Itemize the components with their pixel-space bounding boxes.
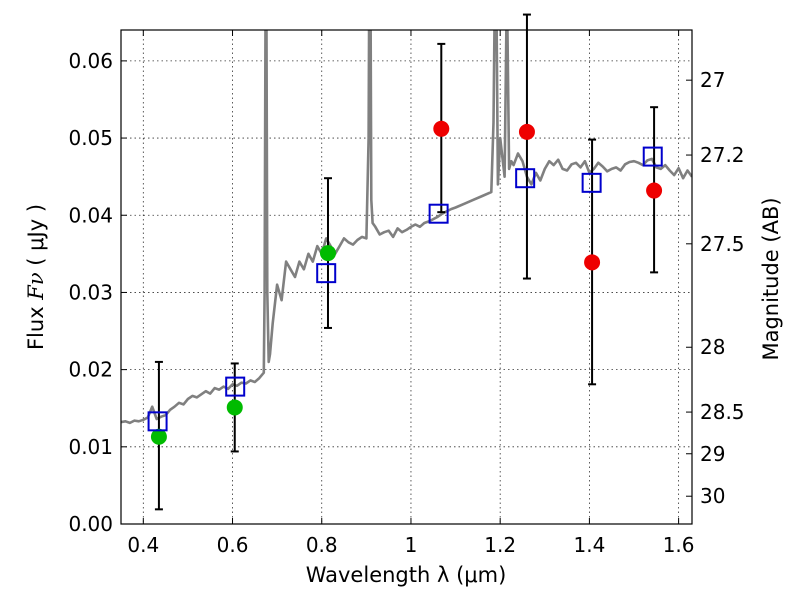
y-tick-label: 0.03 <box>68 280 113 304</box>
y-tick-label: 0.01 <box>68 435 113 459</box>
model-square-marker <box>642 146 663 167</box>
y-tick-label: 0.02 <box>68 358 113 382</box>
errorbar-layer <box>147 13 663 511</box>
data-point <box>646 182 663 199</box>
data-point <box>518 123 535 140</box>
data-point <box>226 399 243 416</box>
y2-tick-label: 30 <box>700 484 725 508</box>
y2-tick-label: 27.2 <box>700 143 745 167</box>
grid-layer <box>121 30 692 525</box>
x-tick-label: 1 <box>405 533 418 557</box>
y-tick-label: 0.00 <box>68 512 113 536</box>
y2-tick-label: 27.5 <box>700 232 745 256</box>
plot-frame <box>120 29 693 525</box>
y-axis-label: Flux Fν ( μJy ) <box>24 204 48 350</box>
x-axis-label: Wavelength λ (μm) <box>306 563 507 587</box>
data-point <box>433 120 450 137</box>
y2-tick-label: 29 <box>700 442 725 466</box>
model-square-marker <box>515 168 536 189</box>
x-tick-label: 1.2 <box>484 533 516 557</box>
y2-axis-label: Magnitude (AB) <box>759 197 783 360</box>
y-tick-label: 0.05 <box>68 126 113 150</box>
y2-tick-label: 27 <box>700 68 725 92</box>
y-axis-label-symbol: Fν <box>24 272 48 301</box>
y2-tick-label: 28.5 <box>700 400 745 424</box>
data-layer <box>121 30 692 425</box>
tick-layer: 0.4 0.6 0.8 1 1.2 1.4 1.6 0.00 0.01 0.02 0.03 0.04 0… <box>68 30 745 557</box>
data-point <box>319 245 336 262</box>
y2-tick-label: 28 <box>700 335 725 359</box>
model-square-marker <box>581 172 602 193</box>
data-point <box>584 254 601 271</box>
spectrum-line <box>121 30 692 425</box>
model-square-marker <box>316 263 337 284</box>
model-square-marker <box>428 203 449 224</box>
x-tick-label: 1.4 <box>573 533 605 557</box>
x-tick-label: 0.4 <box>127 533 159 557</box>
y-axis-label-prefix: Flux <box>24 300 48 350</box>
model-square-marker <box>225 376 246 397</box>
x-tick-label: 0.6 <box>217 533 249 557</box>
model-square-marker <box>147 411 168 432</box>
x-tick-label: 0.8 <box>306 533 338 557</box>
x-tick-label: 1.6 <box>663 533 695 557</box>
y-tick-label: 0.04 <box>68 203 113 227</box>
y-axis-label-unit: ( μJy ) <box>24 204 48 272</box>
data-point <box>150 428 167 445</box>
y-tick-label: 0.06 <box>68 49 113 73</box>
